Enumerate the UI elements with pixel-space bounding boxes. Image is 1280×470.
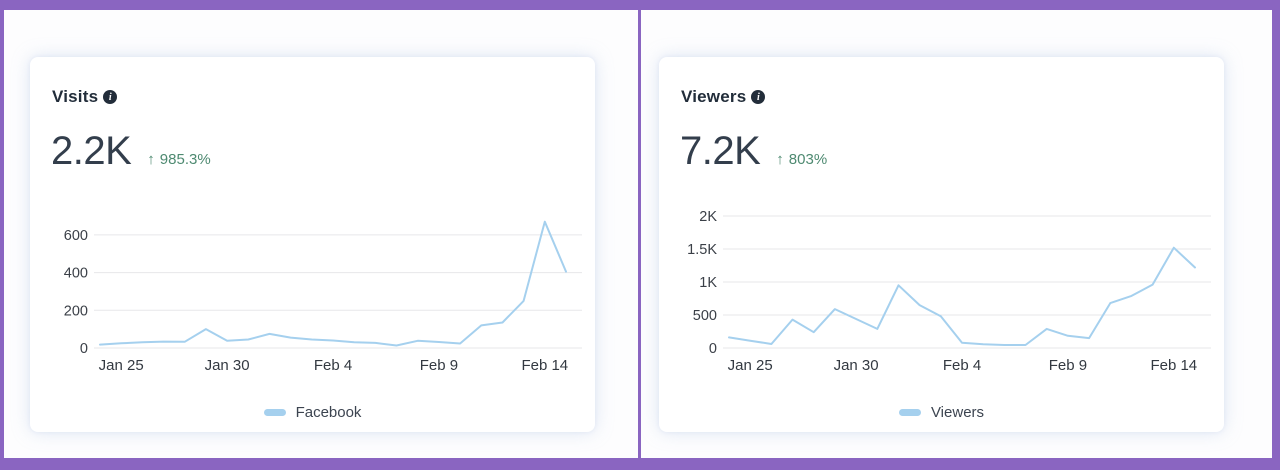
y-axis-tick-label: 1K: [699, 275, 717, 291]
x-axis-tick-label: Feb 14: [521, 357, 568, 374]
legend-label-viewers: Viewers: [930, 404, 985, 421]
y-axis-tick-label: 200: [64, 303, 88, 319]
up-arrow-icon: ↑: [776, 151, 784, 168]
viewers-card-header: Viewers i: [681, 87, 766, 107]
window-border-right: [1272, 0, 1280, 470]
facebook-line-series[interactable]: [99, 220, 567, 347]
card-title-viewers: Viewers: [681, 87, 747, 106]
legend-swatch-viewers: [898, 409, 921, 416]
visits-metric-row: 2.2K ↑ 985.3%: [51, 129, 211, 174]
x-axis-tick-label: Feb 9: [1049, 357, 1087, 374]
visits-change-badge: ↑ 985.3%: [147, 151, 210, 168]
x-axis-tick-label: Jan 25: [728, 357, 773, 374]
visits-legend[interactable]: Facebook: [30, 404, 595, 421]
x-axis-tick-label: Feb 14: [1150, 357, 1197, 374]
x-axis-tick-label: Jan 25: [99, 357, 144, 374]
visits-metric-value: 2.2K: [51, 129, 132, 173]
x-axis-tick-label: Feb 4: [943, 357, 981, 374]
y-axis-tick-label: 2K: [699, 209, 717, 225]
y-axis-tick-label: 600: [64, 228, 88, 244]
info-icon[interactable]: i: [103, 90, 118, 104]
viewers-line-series[interactable]: [728, 246, 1196, 346]
y-axis-tick-label: 0: [80, 341, 88, 357]
y-axis-tick-label: 400: [64, 266, 88, 282]
panel-divider: [638, 10, 641, 458]
viewers-card: Viewers i 7.2K ↑ 803% 0 500 1K 1.5K 2K Jan 25…: [659, 57, 1224, 432]
legend-swatch-facebook: [263, 409, 286, 416]
window-border-top: [0, 0, 1280, 10]
y-axis-tick-label: 1.5K: [687, 242, 717, 258]
x-axis-tick-label: Jan 30: [834, 357, 879, 374]
viewers-change-percent: 803%: [788, 151, 828, 168]
visits-line-chart[interactable]: 0 200 400 600 Jan 25 Jan 30 Feb 4 Feb 9 Feb 14: [30, 207, 590, 379]
y-axis-tick-label: 0: [709, 341, 717, 357]
card-title-visits: Visits: [52, 87, 99, 106]
visits-card: Visits i 2.2K ↑ 985.3% 0 200 400 600 Jan 25 J…: [30, 57, 595, 432]
visits-card-header: Visits i: [52, 87, 118, 107]
x-axis-tick-label: Feb 4: [314, 357, 352, 374]
up-arrow-icon: ↑: [147, 151, 155, 168]
viewers-metric-row: 7.2K ↑ 803%: [680, 129, 827, 174]
legend-label-facebook: Facebook: [295, 404, 362, 421]
info-icon[interactable]: i: [751, 90, 766, 104]
window-border-left: [0, 0, 4, 470]
y-axis-tick-label: 500: [693, 308, 717, 324]
window-border-bottom: [0, 458, 1280, 470]
viewers-metric-value: 7.2K: [680, 129, 761, 173]
visits-change-percent: 985.3%: [159, 151, 211, 168]
x-axis-tick-label: Jan 30: [205, 357, 250, 374]
viewers-line-chart[interactable]: 0 500 1K 1.5K 2K Jan 25 Jan 30 Feb 4 Feb 9 Feb 14: [659, 207, 1219, 379]
viewers-legend[interactable]: Viewers: [659, 404, 1224, 421]
viewers-change-badge: ↑ 803%: [776, 151, 827, 168]
x-axis-tick-label: Feb 9: [420, 357, 458, 374]
